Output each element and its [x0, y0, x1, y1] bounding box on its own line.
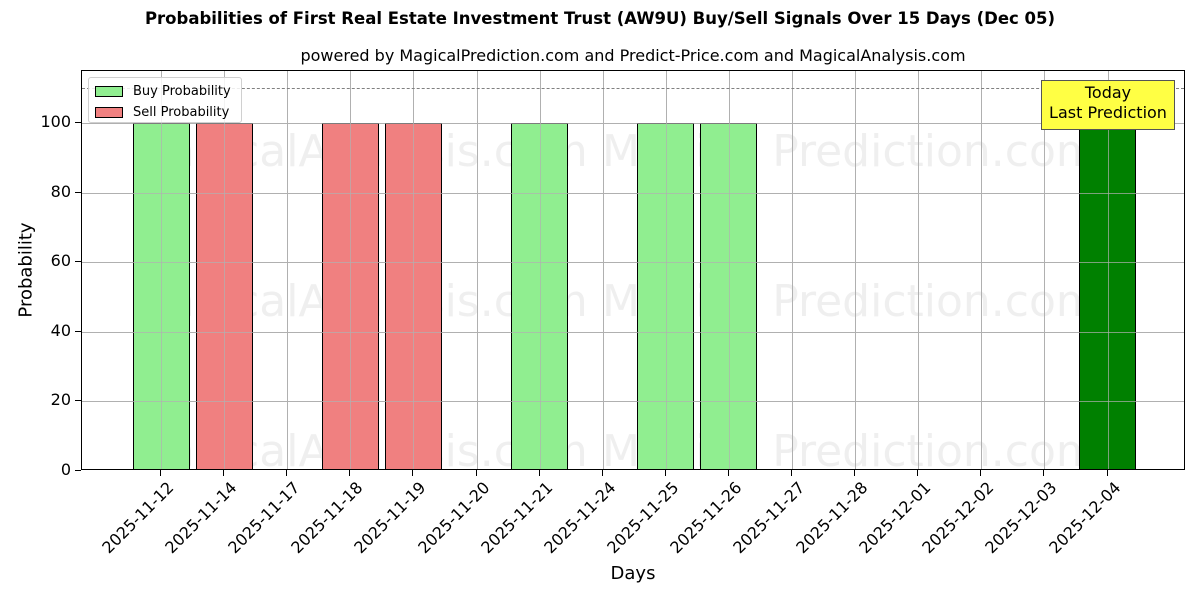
y-tick-label: 0	[60, 460, 71, 479]
reference-line	[82, 88, 1184, 90]
legend: Buy Probability Sell Probability	[88, 77, 242, 123]
y-tick-label: 100	[40, 112, 71, 132]
grid-line-vertical-overlay	[665, 71, 667, 469]
x-tick	[917, 470, 919, 476]
y-tick-label: 20	[50, 390, 71, 410]
grid-line-vertical-overlay	[981, 71, 983, 469]
x-tick	[538, 470, 540, 476]
grid-line-horizontal-overlay	[82, 262, 1184, 264]
y-tick	[75, 122, 81, 124]
grid-line-vertical-overlay	[855, 71, 857, 469]
x-tick	[1106, 470, 1108, 476]
grid-line-vertical-overlay	[224, 71, 226, 469]
chart-subtitle: powered by MagicalPrediction.com and Pre…	[300, 46, 966, 65]
y-tick	[75, 261, 81, 263]
x-axis-label: Days	[610, 563, 656, 584]
x-tick	[980, 470, 982, 476]
y-tick	[75, 330, 81, 332]
x-tick	[791, 470, 792, 476]
grid-line-vertical-overlay	[1107, 71, 1109, 469]
x-tick	[1043, 470, 1045, 476]
x-tick	[727, 470, 729, 476]
x-tick	[349, 470, 351, 476]
y-tick-label: 80	[50, 181, 71, 201]
x-tick	[601, 470, 603, 476]
legend-label: Buy Probability	[133, 83, 231, 99]
legend-item: Sell Probability	[95, 104, 229, 120]
annotation-line-2: Last Prediction	[1049, 103, 1167, 122]
grid-line-vertical-overlay	[413, 71, 415, 469]
x-tick	[286, 470, 288, 476]
x-tick	[223, 470, 225, 476]
legend-item: Buy Probability	[95, 83, 231, 99]
grid-line-vertical-overlay	[792, 71, 793, 469]
sell-swatch-icon	[95, 106, 123, 118]
grid-line-horizontal-overlay	[82, 192, 1184, 194]
annotation-line-1: Today	[1084, 83, 1132, 102]
buy-swatch-icon	[95, 85, 123, 97]
legend-label: Sell Probability	[133, 104, 230, 120]
y-tick-label: 60	[50, 251, 71, 271]
today-annotation: Today Last Prediction	[1041, 80, 1175, 130]
x-tick	[854, 470, 856, 476]
y-tick	[75, 400, 81, 402]
grid-line-vertical-overlay	[1044, 71, 1046, 469]
grid-line-vertical-overlay	[728, 71, 730, 469]
grid-line-vertical-overlay	[602, 71, 604, 469]
y-tick	[75, 191, 81, 193]
grid-line-vertical-overlay	[350, 71, 352, 469]
grid-line-vertical-overlay	[476, 71, 478, 469]
grid-line-vertical-overlay	[287, 71, 289, 469]
grid-line-horizontal-overlay	[82, 123, 1184, 125]
y-tick-label: 40	[50, 320, 71, 340]
x-tick	[664, 470, 666, 476]
grid-line-vertical-overlay	[161, 71, 162, 469]
grid-line-vertical-overlay	[539, 71, 541, 469]
grid-line-vertical-overlay	[918, 71, 920, 469]
x-tick	[412, 470, 414, 476]
grid-line-horizontal-overlay	[82, 331, 1184, 333]
x-tick	[475, 470, 477, 476]
x-tick	[160, 470, 161, 476]
chart-title: Probabilities of First Real Estate Inves…	[144, 9, 1056, 28]
y-tick	[75, 470, 81, 471]
grid-line-horizontal-overlay	[82, 401, 1184, 403]
